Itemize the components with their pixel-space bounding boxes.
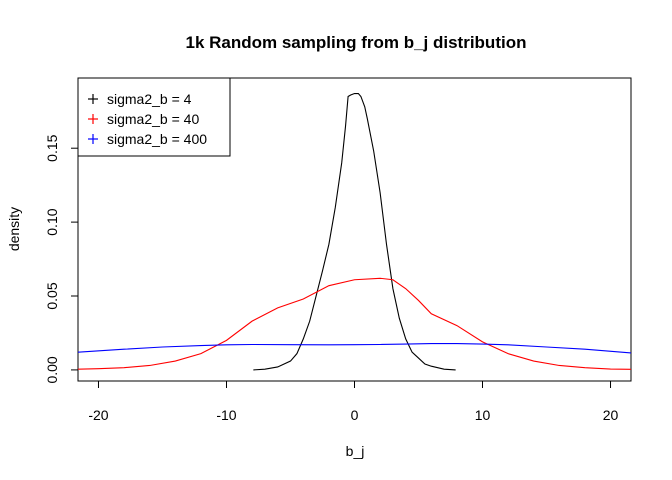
legend-label-2: sigma2_b = 40 (107, 111, 199, 127)
x-tick-label: 20 (603, 407, 619, 423)
y-axis: 0.00 0.05 0.10 0.15 (44, 134, 78, 384)
legend: sigma2_b = 4 sigma2_b = 40 sigma2_b = 400 (77, 77, 231, 157)
x-tick-label: 0 (351, 407, 359, 423)
y-tick-label: 0.10 (44, 208, 60, 235)
y-axis-label: density (6, 207, 22, 251)
series-layer (77, 92, 632, 371)
y-tick-label: 0.05 (44, 282, 60, 309)
y-tick-label: 0.00 (44, 356, 60, 383)
x-tick-label: 10 (475, 407, 491, 423)
x-axis: -20 -10 0 10 20 (88, 381, 619, 423)
legend-box (77, 77, 231, 157)
x-tick-label: -20 (88, 407, 108, 423)
series-line-1 (253, 92, 456, 371)
legend-label-1: sigma2_b = 4 (107, 91, 192, 107)
legend-label-3: sigma2_b = 400 (107, 131, 207, 147)
x-tick-label: -10 (216, 407, 236, 423)
x-axis-label: b_j (346, 443, 365, 459)
y-tick-label: 0.15 (44, 134, 60, 161)
series-line-2 (77, 277, 632, 370)
series-line-3 (77, 343, 632, 354)
chart-title: 1k Random sampling from b_j distribution (186, 33, 527, 52)
